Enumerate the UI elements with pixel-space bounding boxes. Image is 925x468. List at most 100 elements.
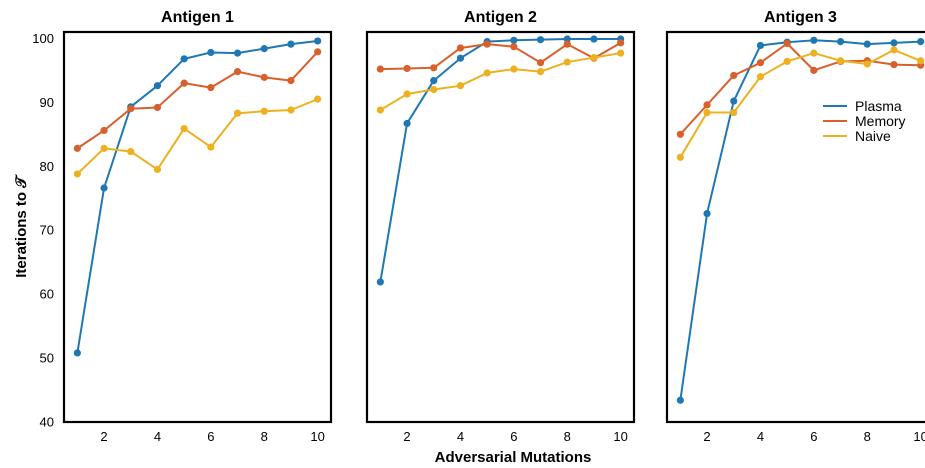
data-point (73, 349, 81, 357)
data-point (287, 76, 295, 85)
data-point (590, 53, 598, 62)
data-point (917, 57, 925, 65)
data-point (376, 278, 384, 286)
data-point (730, 71, 738, 80)
data-point (403, 90, 411, 98)
data-point (403, 119, 411, 128)
data-point (536, 36, 545, 44)
data-point (730, 108, 738, 117)
x-tick-label: 10 (913, 429, 925, 444)
panel-title: Antigen 1 (161, 9, 234, 26)
series-line-naive (379, 52, 621, 111)
data-point (536, 59, 545, 67)
panel-2: Antigen 2 2 4 6 8 10 (365, 9, 636, 444)
data-point (510, 65, 518, 73)
data-point (127, 147, 135, 156)
data-point (863, 60, 871, 68)
x-tick-label: 4 (757, 429, 764, 444)
data-point (836, 57, 845, 65)
data-point (153, 82, 162, 90)
panel-title: Antigen 3 (764, 9, 837, 26)
data-point (917, 37, 925, 46)
data-point (73, 170, 81, 178)
data-point (703, 101, 711, 109)
plot-frame (365, 30, 636, 424)
data-point (100, 144, 108, 152)
data-point (890, 46, 898, 54)
panel-title: Antigen 2 (464, 9, 537, 26)
series-plasma (676, 36, 925, 404)
data-point (783, 57, 791, 66)
x-tick-label: 4 (457, 429, 464, 444)
series-line-plasma (379, 38, 621, 283)
data-point (810, 36, 818, 44)
data-point (703, 209, 711, 218)
data-point (233, 109, 242, 117)
legend-label-plasma: Plasma (855, 98, 902, 114)
data-point (314, 48, 322, 56)
plot-frame (665, 30, 925, 424)
data-point (430, 76, 438, 85)
series-naive (676, 46, 925, 161)
y-tick-label: 60 (40, 287, 54, 302)
x-tick-label: 8 (564, 429, 571, 444)
data-point (430, 64, 438, 72)
x-tick-label: 2 (403, 429, 410, 444)
data-point (703, 108, 711, 117)
data-point (153, 165, 162, 174)
series-memory (73, 48, 322, 152)
data-point (207, 143, 215, 151)
data-point (890, 39, 898, 47)
data-point (730, 97, 738, 105)
series-memory (376, 39, 625, 73)
x-axis-label: Adversarial Mutations (435, 449, 592, 466)
x-tick-label: 2 (703, 429, 710, 444)
data-point (810, 66, 818, 74)
legend-label-memory: Memory (855, 113, 906, 129)
data-point (73, 144, 81, 152)
series-line-memory (76, 51, 319, 150)
y-tick-label: 50 (40, 351, 54, 366)
x-tick-label: 6 (510, 429, 517, 444)
legend-label-naive: Naive (855, 128, 891, 144)
data-point (756, 73, 765, 81)
x-tick-label: 10 (613, 429, 627, 444)
series-plasma (376, 35, 625, 286)
y-tick-label: 100 (32, 31, 54, 46)
data-point (314, 95, 322, 103)
data-point (676, 130, 684, 138)
data-point (483, 40, 491, 48)
series-naive (73, 95, 322, 178)
data-point (153, 103, 162, 112)
series-plasma (73, 37, 322, 357)
data-point (456, 54, 465, 62)
y-tick-label: 70 (40, 223, 54, 238)
x-tick-label: 6 (810, 429, 817, 444)
data-point (260, 45, 268, 53)
series-line-naive (679, 48, 922, 158)
data-point (863, 40, 871, 48)
y-tick-label: 90 (40, 95, 54, 110)
data-point (207, 84, 215, 92)
x-tick-label: 4 (154, 429, 161, 444)
data-point (836, 37, 845, 46)
data-point (563, 58, 571, 66)
data-point (180, 79, 188, 87)
series-line-plasma (679, 39, 921, 401)
x-tick-label: 8 (261, 429, 268, 444)
series-line-plasma (76, 39, 318, 354)
data-point (890, 61, 898, 69)
data-point (180, 124, 188, 133)
data-point (403, 64, 411, 73)
data-point (180, 55, 188, 63)
x-tick-label: 8 (864, 429, 871, 444)
series-line-naive (76, 98, 319, 175)
data-point (376, 65, 384, 73)
y-tick-label: 40 (40, 415, 54, 430)
data-point (430, 85, 438, 94)
data-point (100, 126, 108, 135)
series-line-memory (380, 42, 622, 71)
